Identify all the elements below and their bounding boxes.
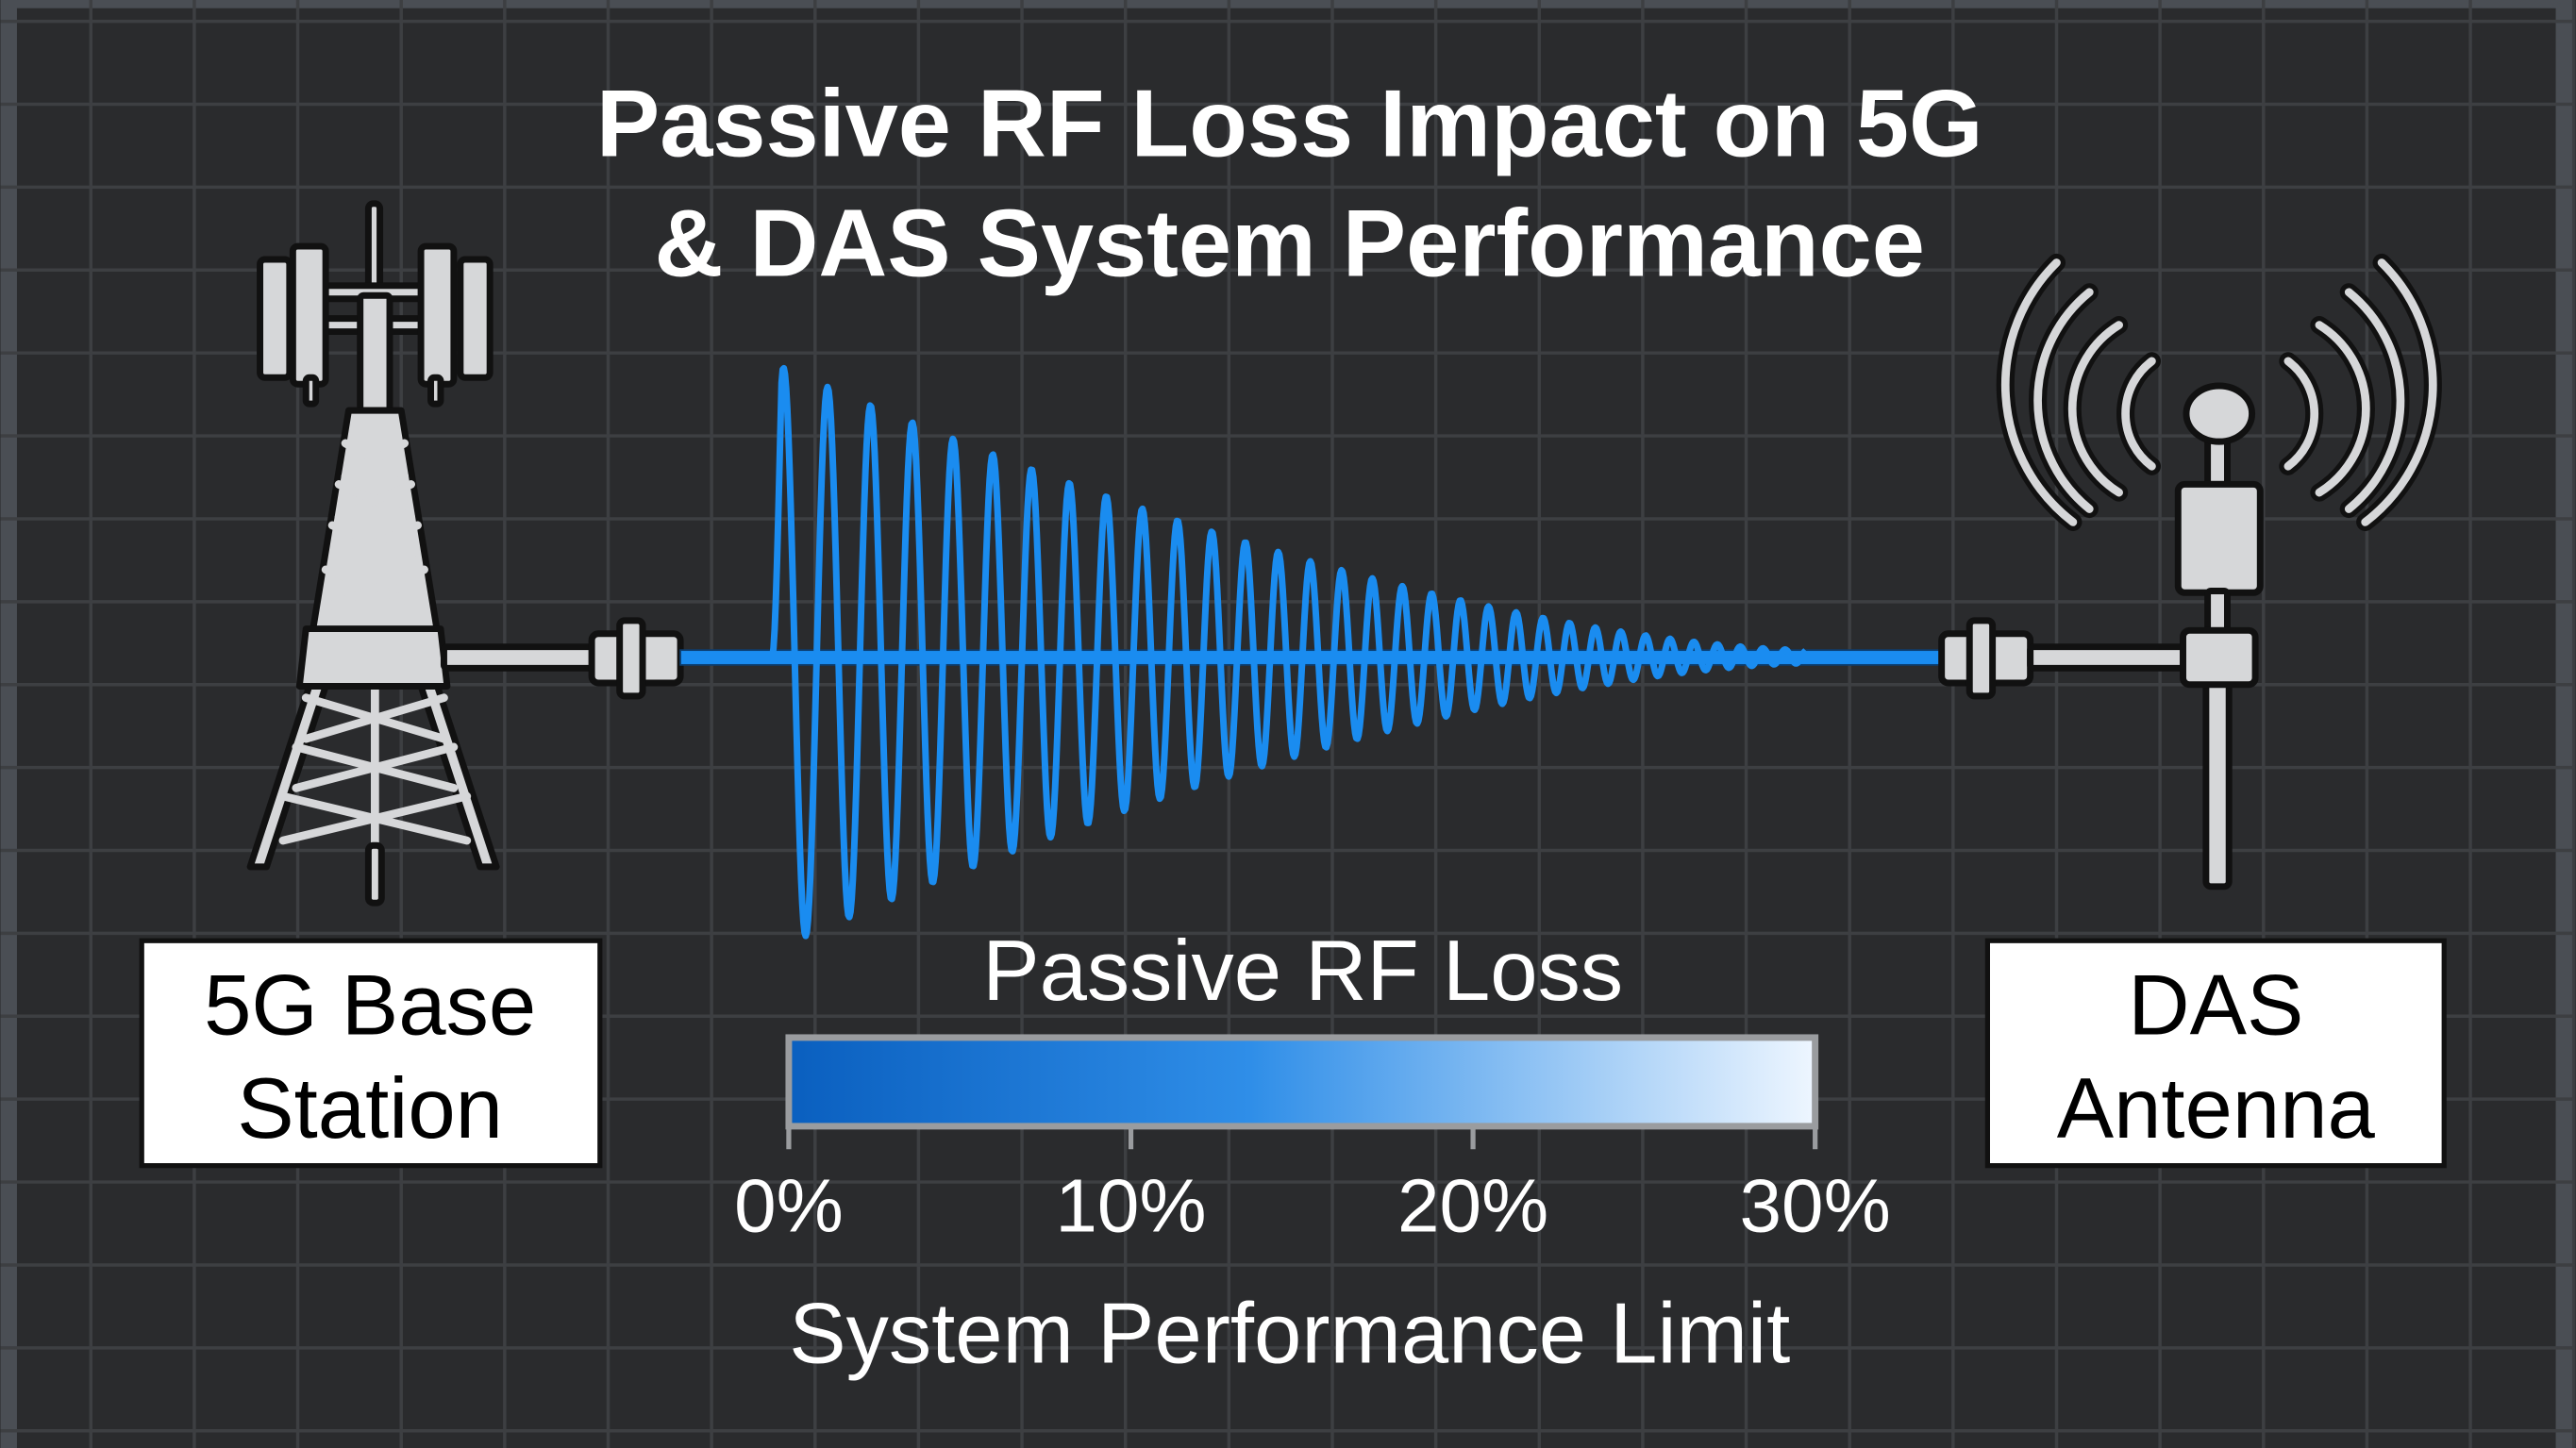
right-cable: [1938, 617, 2192, 700]
loss-scale-title: Passive RF Loss: [982, 924, 1623, 1019]
frame-top-edge: [0, 0, 2576, 8]
decaying-signal-waveform: [769, 364, 1809, 940]
title-line-2: & DAS System Performance: [655, 191, 1925, 296]
frame-left-edge: [0, 0, 17, 1448]
tick-label: 0%: [734, 1163, 844, 1247]
das-antenna-label-box: DAS Antenna: [1984, 938, 2447, 1169]
frame-right-edge: [2555, 0, 2576, 1448]
signal-waves-icon: [1996, 253, 2442, 532]
left-cable: [440, 617, 684, 700]
title-line-1: Passive RF Loss Impact on 5G: [596, 71, 1983, 176]
base-station-label-line-1: 5G Base: [204, 957, 536, 1053]
cell-tower-icon: [246, 200, 500, 907]
loss-scale-caption: System Performance Limit: [789, 1287, 1790, 1382]
loss-gradient-bar: [785, 1034, 1819, 1130]
base-station-label-line-2: Station: [237, 1061, 503, 1157]
tick-label: 20%: [1397, 1163, 1548, 1247]
das-antenna-icon: [1996, 253, 2442, 890]
loss-scale-ticks: 0% 10% 20% 30%: [734, 1125, 1891, 1247]
base-station-label-box: 5G Base Station: [139, 938, 603, 1169]
tick-label: 30%: [1740, 1163, 1891, 1247]
tick-label: 10%: [1055, 1163, 1206, 1247]
das-antenna-label-line-2: Antenna: [2057, 1061, 2376, 1157]
das-antenna-label-line-1: DAS: [2128, 957, 2303, 1053]
